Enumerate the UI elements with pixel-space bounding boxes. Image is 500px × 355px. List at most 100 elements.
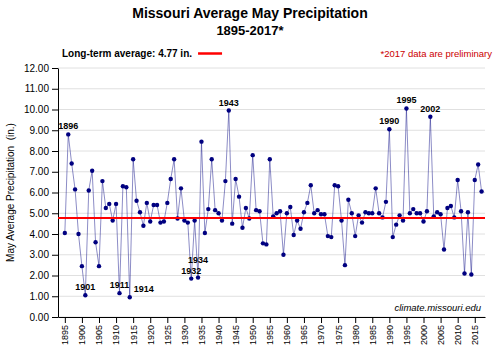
x-tick-mark — [321, 317, 322, 323]
data-point — [155, 203, 159, 207]
data-point — [473, 178, 477, 182]
x-tick-mark — [167, 317, 168, 323]
x-tick: 1900 — [77, 317, 87, 345]
x-tick-mark — [184, 317, 185, 323]
y-tick-label: 5.00 — [30, 208, 50, 219]
x-tick-mark — [475, 317, 476, 323]
y-axis-title: May Average Precipitation (in.) — [5, 123, 16, 262]
y-axis-line — [58, 69, 59, 318]
y-tick-label: 11.00 — [25, 83, 50, 94]
data-point — [466, 210, 470, 214]
x-tick: 1965 — [299, 317, 309, 345]
data-point — [100, 179, 104, 183]
data-point — [305, 201, 309, 205]
data-point — [227, 108, 231, 112]
x-tick-label: 1980 — [351, 325, 361, 345]
marks — [58, 106, 485, 299]
data-point — [63, 231, 67, 235]
data-point — [162, 219, 166, 223]
annotation: 1995 — [396, 95, 416, 105]
data-point — [117, 291, 121, 295]
y-tick: 12.00 — [24, 63, 58, 74]
x-tick-mark — [372, 317, 373, 323]
y-tick-mark — [52, 296, 58, 297]
data-point — [428, 115, 432, 119]
grid-line — [58, 88, 485, 89]
data-point — [141, 224, 145, 228]
grid-line — [58, 275, 485, 276]
x-tick-label: 1990 — [385, 325, 395, 345]
x-tick-label: 2015 — [470, 325, 480, 345]
x-tick-mark — [116, 317, 117, 323]
x-tick-mark — [424, 317, 425, 323]
data-point — [298, 227, 302, 231]
x-tick-label: 1965 — [299, 325, 309, 345]
data-point — [93, 240, 97, 244]
data-point — [356, 213, 360, 217]
title: Missouri Average May Precipitation — [132, 5, 367, 21]
x-tick-mark — [441, 317, 442, 323]
data-point — [408, 211, 412, 215]
data-point — [76, 232, 80, 236]
data-point — [346, 198, 350, 202]
x-tick-mark — [253, 317, 254, 323]
x-tick-label: 1915 — [129, 325, 139, 345]
y-tick-mark — [52, 89, 58, 90]
data-point — [134, 199, 138, 203]
data-point — [350, 211, 354, 215]
data-point — [66, 132, 70, 136]
data-point — [196, 275, 200, 279]
data-point — [292, 233, 296, 237]
y-tick: 2.00 — [30, 270, 58, 281]
x-tick: 1955 — [265, 317, 275, 345]
data-point — [97, 264, 101, 268]
data-point — [462, 271, 466, 275]
x-tick: 2010 — [453, 317, 463, 345]
x-tick-mark — [389, 317, 390, 323]
x-tick-label: 1955 — [265, 325, 275, 345]
x-tick-mark — [338, 317, 339, 323]
annotation: 1896 — [58, 121, 78, 131]
data-point — [281, 253, 285, 257]
y-tick-mark — [52, 317, 58, 318]
x-tick: 1975 — [333, 317, 343, 345]
y-tick-label: 12.00 — [24, 63, 49, 74]
x-tick-label: 1995 — [402, 325, 412, 345]
data-point — [80, 264, 84, 268]
grid-line — [58, 296, 485, 297]
data-point — [257, 209, 261, 213]
data-point — [421, 219, 425, 223]
x-tick-mark — [150, 317, 151, 323]
y-tick-label: 6.00 — [30, 187, 50, 198]
data-point — [343, 263, 347, 267]
reference-label: Long-term average: 4.77 in. — [62, 48, 192, 59]
data-point — [206, 207, 210, 211]
x-tick: 1935 — [197, 317, 207, 345]
data-point — [69, 161, 73, 165]
x-tick: 2005 — [436, 317, 446, 345]
data-point — [278, 209, 282, 213]
y-tick-label: 1.00 — [30, 291, 50, 302]
x-tick: 1915 — [129, 317, 139, 345]
data-point — [384, 200, 388, 204]
x-tick: 1945 — [231, 317, 241, 345]
annotation: 1901 — [75, 282, 95, 292]
x-tick-label: 2010 — [453, 325, 463, 345]
y-tick: 3.00 — [30, 249, 58, 260]
data-point — [114, 202, 118, 206]
x-tick: 1950 — [248, 317, 258, 345]
annotation: 1914 — [134, 284, 154, 294]
y-tick: 9.00 — [30, 125, 58, 136]
data-point — [104, 206, 108, 210]
x-tick-label: 2005 — [436, 325, 446, 345]
data-point — [87, 188, 91, 192]
data-point — [199, 139, 203, 143]
x-tick-label: 1925 — [163, 325, 173, 345]
data-point — [165, 201, 169, 205]
data-point — [189, 276, 193, 280]
data-point — [186, 220, 190, 224]
y-tick-label: 3.00 — [30, 249, 50, 260]
y-tick-mark — [52, 234, 58, 235]
texts: Missouri Average May Precipitation1895-2… — [5, 5, 492, 313]
grid-line — [58, 317, 485, 318]
